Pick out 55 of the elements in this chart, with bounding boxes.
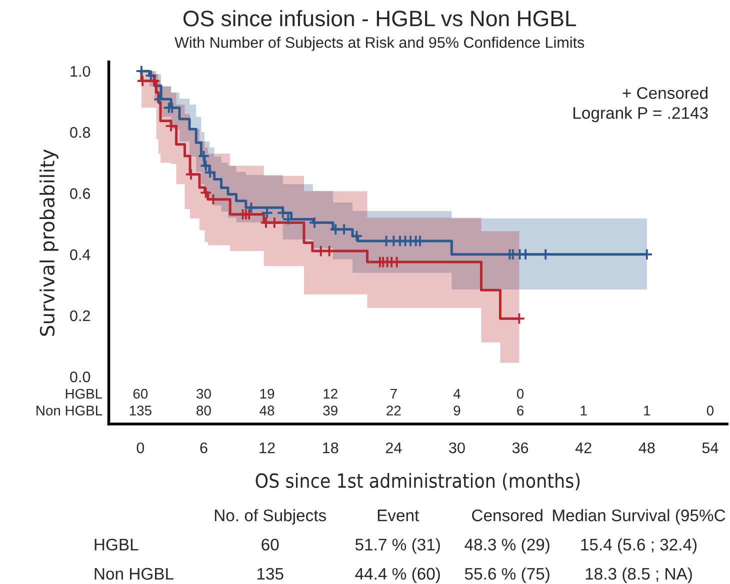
x-tick-label: 42 — [575, 442, 592, 454]
text: 60 — [262, 538, 279, 551]
annotation: 80 — [196, 406, 211, 416]
x-tick-label: 54 — [702, 442, 718, 454]
annotation: 0 — [706, 406, 714, 416]
x-tick-label: 12 — [260, 442, 275, 454]
annotation: 7 — [390, 388, 397, 399]
y-axis-title: Survival probability — [40, 149, 58, 336]
annotation: 60 — [133, 388, 148, 399]
x-axis-title: OS since 1st administration (months) — [256, 472, 580, 490]
annotation: 48 — [260, 406, 274, 416]
annotation: 1 — [644, 406, 650, 416]
text: Median Survival (95%C — [553, 509, 726, 525]
text: 44.4 % (60) — [355, 567, 440, 583]
text: 51.7 % (31) — [355, 538, 440, 554]
text: Non HGBL — [94, 568, 174, 580]
x-tick-label: 18 — [323, 442, 338, 454]
y-tick-label: 0.0 — [70, 371, 90, 382]
annotation: 39 — [323, 406, 338, 416]
annotation: 135 — [130, 406, 152, 416]
x-tick-label: 48 — [638, 442, 655, 454]
x-tick-label: 6 — [200, 442, 208, 454]
text: 55.6 % (75) — [464, 567, 550, 583]
annotation: 0 — [516, 388, 524, 399]
text: 15.4 (5.6 ; 32.4) — [581, 538, 697, 554]
x-tick-label: 24 — [386, 442, 402, 454]
chart-subtitle: With Number of Subjects at Risk and 95% Confidence Limits — [174, 36, 584, 51]
text: Event — [378, 510, 420, 522]
annotation: 1 — [580, 406, 587, 416]
text: 135 — [257, 568, 284, 580]
annotation: 30 — [196, 388, 211, 399]
text: HGBL — [94, 538, 138, 551]
y-tick-label: 1.0 — [70, 66, 90, 77]
x-tick-label: 36 — [512, 442, 528, 454]
chart-title: OS since infusion - HGBL vs Non HGBL — [183, 10, 576, 26]
annotation: 6 — [517, 406, 524, 416]
annotation: 12 — [324, 388, 338, 399]
text: 48.3 % (29) — [464, 538, 550, 554]
x-tick-label: 0 — [136, 442, 144, 454]
annotation: 9 — [454, 406, 460, 416]
text: 18.3 (8.5 ; NA) — [586, 567, 692, 583]
y-tick-label: 0.4 — [70, 249, 90, 260]
text: Non HGBL — [36, 406, 102, 416]
y-tick-label: 0.8 — [70, 127, 90, 138]
annotation: 19 — [260, 388, 274, 399]
annotation: + Censored — [622, 86, 708, 99]
text: Censored — [472, 509, 542, 522]
text: No. of Subjects — [214, 509, 326, 525]
y-tick-label: 0.6 — [70, 188, 90, 199]
x-tick-label: 30 — [449, 442, 465, 454]
annotation: 22 — [386, 406, 401, 416]
annotation: 4 — [453, 388, 460, 399]
y-tick-label: 0.2 — [70, 310, 90, 322]
text: HGBL — [66, 388, 102, 399]
annotation: Logrank P = .2143 — [574, 106, 708, 122]
